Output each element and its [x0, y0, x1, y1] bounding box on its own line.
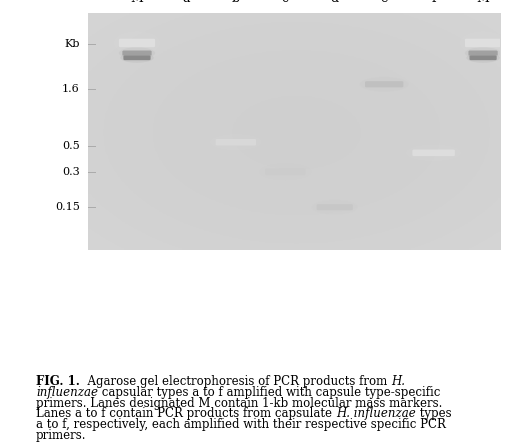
Text: primers. Lanes designated M contain 1-kb molecular mass markers.: primers. Lanes designated M contain 1-kb…	[36, 396, 442, 409]
Ellipse shape	[359, 77, 409, 92]
Text: a to f, respectively, each amplified with their respective specific PCR: a to f, respectively, each amplified wit…	[36, 418, 446, 431]
Text: 0.3: 0.3	[62, 167, 80, 177]
Text: f: f	[432, 0, 436, 5]
Text: FIG. 1.: FIG. 1.	[36, 375, 80, 388]
Text: Agarose gel electrophoresis of PCR products from: Agarose gel electrophoresis of PCR produ…	[80, 375, 391, 388]
Text: M: M	[477, 0, 489, 5]
Text: Lanes a to f contain PCR products from capsulate: Lanes a to f contain PCR products from c…	[36, 407, 336, 421]
FancyBboxPatch shape	[413, 149, 455, 156]
Ellipse shape	[460, 31, 506, 54]
Text: d: d	[331, 0, 339, 5]
Ellipse shape	[465, 47, 501, 59]
Text: e: e	[381, 0, 388, 5]
Text: M: M	[131, 0, 143, 5]
FancyBboxPatch shape	[119, 39, 155, 47]
Ellipse shape	[260, 164, 311, 180]
Text: c: c	[282, 0, 289, 5]
Text: 0.5: 0.5	[62, 141, 80, 151]
Text: influenzae: influenzae	[36, 386, 98, 399]
FancyBboxPatch shape	[469, 50, 497, 56]
FancyBboxPatch shape	[123, 50, 151, 56]
Text: b: b	[232, 0, 240, 5]
Text: H.: H.	[391, 375, 405, 388]
FancyBboxPatch shape	[470, 55, 496, 60]
FancyBboxPatch shape	[365, 81, 403, 87]
FancyBboxPatch shape	[317, 204, 353, 210]
FancyBboxPatch shape	[166, 169, 207, 175]
Ellipse shape	[161, 164, 212, 180]
Ellipse shape	[406, 145, 461, 161]
Text: 1.6: 1.6	[62, 84, 80, 94]
FancyBboxPatch shape	[265, 169, 305, 175]
Ellipse shape	[467, 53, 500, 63]
Text: capsular types a to f amplified with capsule type-specific: capsular types a to f amplified with cap…	[98, 386, 440, 399]
Text: Kb: Kb	[64, 39, 80, 49]
FancyBboxPatch shape	[124, 55, 150, 60]
Text: types: types	[416, 407, 451, 421]
FancyBboxPatch shape	[216, 139, 256, 145]
Text: primers.: primers.	[36, 429, 87, 442]
Ellipse shape	[114, 31, 160, 54]
Text: a: a	[183, 0, 190, 5]
Ellipse shape	[312, 200, 358, 215]
Ellipse shape	[210, 134, 262, 150]
FancyBboxPatch shape	[465, 39, 501, 47]
Ellipse shape	[121, 53, 153, 63]
Ellipse shape	[119, 47, 155, 59]
Text: H. influenzae: H. influenzae	[336, 407, 416, 421]
Text: 0.15: 0.15	[55, 202, 80, 212]
